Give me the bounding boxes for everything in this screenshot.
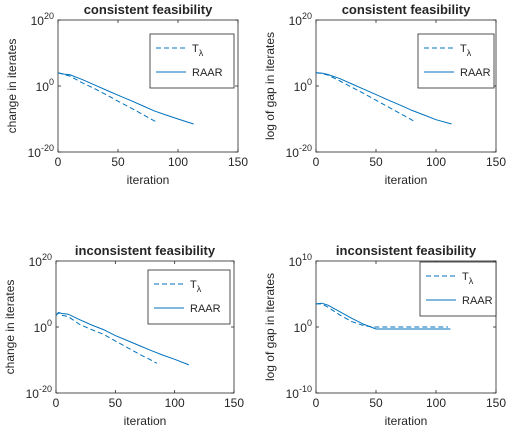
legend-box [419, 261, 497, 317]
y-tick-label: 10-20 [286, 143, 312, 160]
legend-label: RAAR [462, 295, 493, 307]
x-axis-label: iteration [127, 173, 170, 187]
series-line-raar [57, 72, 194, 125]
legend-box [147, 269, 231, 325]
x-tick-label: 150 [486, 155, 506, 169]
x-tick-label: 150 [224, 396, 244, 410]
series-line-raar [315, 302, 451, 330]
series-line-t-lambda [316, 303, 448, 328]
y-tick-label: 100 [294, 77, 312, 94]
x-axis-label: iteration [385, 173, 428, 187]
x-tick-label: 0 [313, 396, 320, 410]
legend: Tλ RAAR [147, 269, 231, 325]
series-line-raar [315, 72, 452, 125]
subplot-1: consistent feasibility 0 50 100 150 1020 100 10… [5, 2, 248, 187]
legend: Tλ RAAR [149, 33, 235, 89]
chart-title: inconsistent feasibility [336, 243, 477, 258]
y-axis-label: change in iterates [3, 280, 17, 375]
x-tick-label: 0 [55, 155, 62, 169]
y-tick-label: 1020 [289, 11, 312, 28]
legend-label: RAAR [460, 67, 491, 79]
series-line-t-lambda [57, 72, 158, 123]
legend-label: Tλ [190, 279, 202, 294]
y-tick-label: 100 [36, 77, 54, 94]
x-tick-label: 50 [369, 155, 383, 169]
chart-title: consistent feasibility [84, 2, 213, 17]
x-axis-label: iteration [385, 414, 428, 428]
legend-label: Tλ [460, 43, 472, 58]
subplot-3: inconsistent feasibility 0 50 100 150 1020 100… [3, 243, 244, 428]
legend-box [149, 33, 235, 89]
series-line-raar [55, 311, 190, 366]
y-tick-label: 10-20 [28, 143, 54, 160]
legend-label: Tλ [462, 271, 474, 286]
subplot-2: consistent feasibility 0 50 100 150 1020 100 10… [263, 2, 506, 187]
y-tick-label: 100 [294, 318, 312, 335]
y-tick-label: 1010 [289, 252, 312, 269]
subplot-4: inconsistent feasibility 0 50 100 150 1010 100… [263, 243, 506, 428]
x-axis-label: iteration [124, 414, 167, 428]
x-tick-label: 50 [109, 396, 123, 410]
legend-label: RAAR [190, 303, 221, 315]
y-tick-label: 10-10 [286, 384, 312, 401]
x-tick-label: 100 [168, 155, 188, 169]
legend-label: RAAR [192, 67, 223, 79]
x-tick-label: 100 [165, 396, 185, 410]
x-tick-label: 0 [313, 155, 320, 169]
x-tick-label: 50 [111, 155, 125, 169]
series-line-t-lambda [55, 312, 158, 364]
y-tick-label: 1020 [31, 11, 54, 28]
y-axis-label: log of gap in iterates [263, 32, 277, 140]
legend-box [417, 33, 495, 89]
chart-title: consistent feasibility [342, 2, 471, 17]
y-tick-label: 1020 [29, 252, 52, 269]
x-tick-label: 150 [228, 155, 248, 169]
x-tick-label: 150 [486, 396, 506, 410]
x-tick-label: 100 [426, 155, 446, 169]
x-tick-label: 50 [369, 396, 383, 410]
legend-label: Tλ [192, 43, 204, 58]
legend: Tλ RAAR [417, 33, 495, 89]
x-tick-label: 0 [53, 396, 60, 410]
y-tick-label: 100 [34, 318, 52, 335]
y-tick-label: 10-20 [26, 384, 52, 401]
y-axis-label: change in iterates [5, 39, 19, 134]
chart-title: inconsistent feasibility [75, 243, 216, 258]
y-axis-label: log of gap in iterates [263, 273, 277, 381]
series-line-t-lambda [315, 72, 416, 123]
legend: Tλ RAAR [419, 261, 497, 317]
x-tick-label: 100 [426, 396, 446, 410]
